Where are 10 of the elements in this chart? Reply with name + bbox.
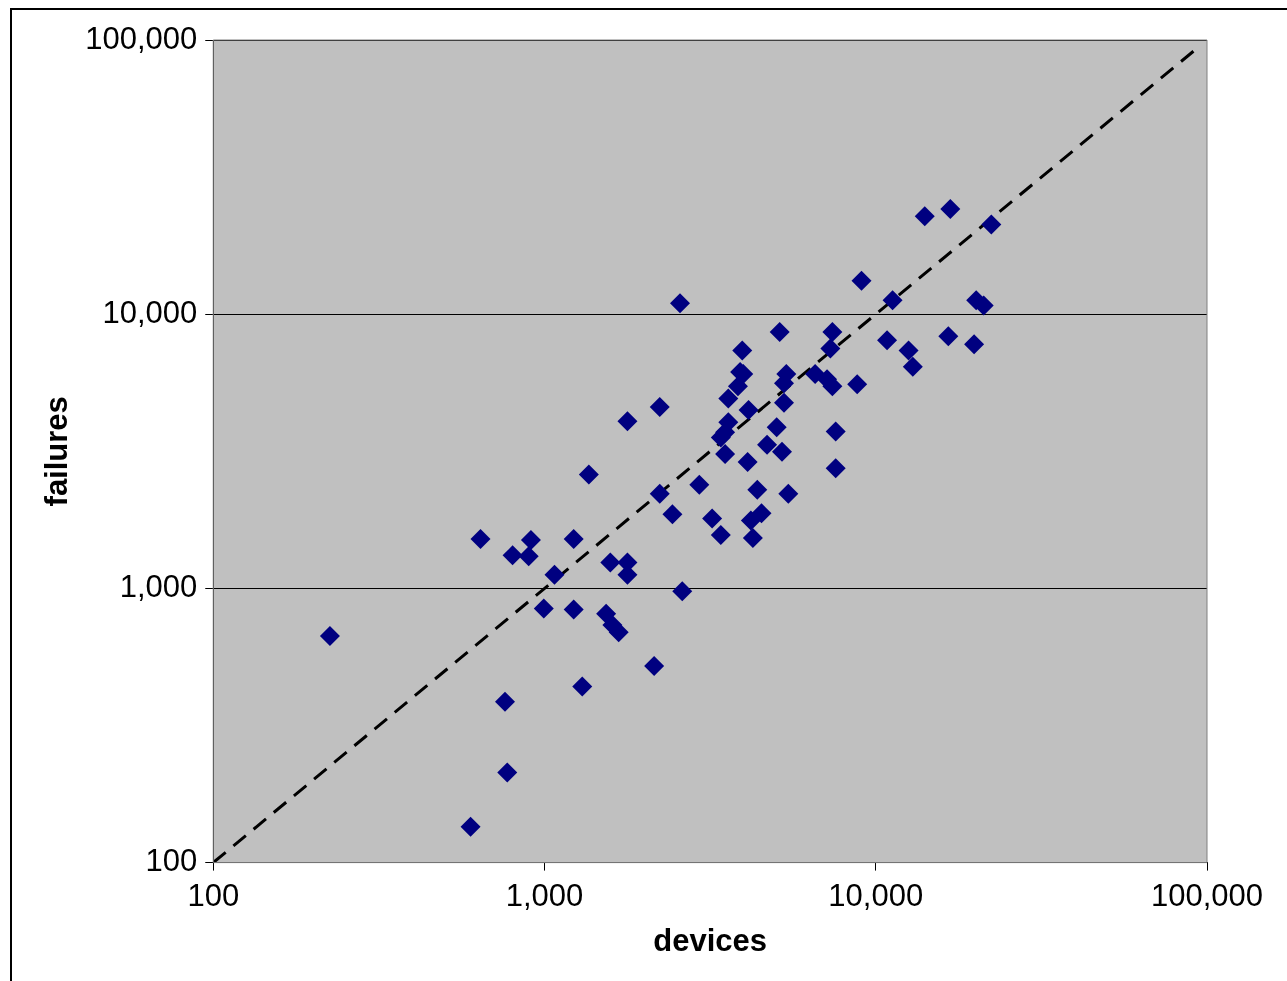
y-tick-label: 1,000 xyxy=(119,568,198,604)
x-tick-label: 1,000 xyxy=(505,877,584,913)
x-tick-label: 100 xyxy=(187,877,240,913)
x-tick-label: 10,000 xyxy=(828,877,924,913)
y-axis-title: failures xyxy=(39,396,75,507)
y-tick-label: 10,000 xyxy=(102,294,198,330)
y-tick-label: 100 xyxy=(145,843,198,879)
x-tick-label: 100,000 xyxy=(1150,877,1264,913)
x-axis-title: devices xyxy=(653,922,768,958)
y-tick-label: 100,000 xyxy=(85,20,198,56)
